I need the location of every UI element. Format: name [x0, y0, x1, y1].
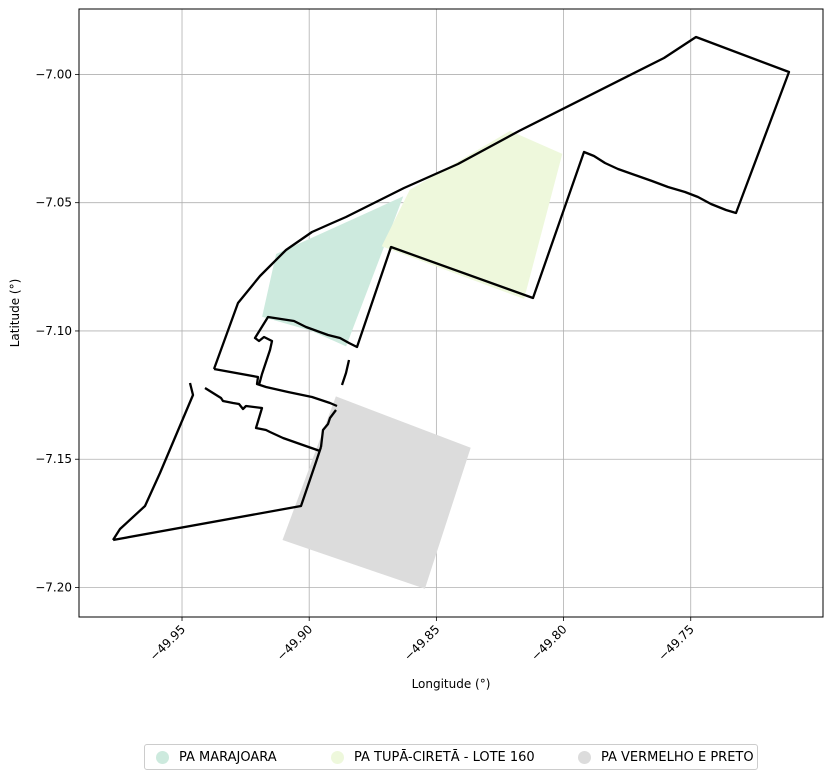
axes-border — [78, 8, 824, 618]
y-tick-label-2: −7.10 — [35, 324, 72, 338]
legend-item-tupa-cireta: PA TUPĀ-CIRETĀ - LOTE 160 — [320, 750, 567, 765]
y-tick-label-3: −7.15 — [35, 452, 72, 466]
y-tick-label-1: −7.05 — [35, 196, 72, 210]
legend-label-vermelho-preto: PA VERMELHO E PRETO — [601, 749, 754, 765]
legend-swatch-tupa-cireta — [331, 750, 344, 764]
boundary-lines — [112, 35, 791, 542]
axes-frame — [78, 8, 824, 618]
legend-swatch-vermelho-preto — [578, 750, 591, 764]
y-axis-ticks: −7.00 −7.05 −7.10 −7.15 −7.20 — [35, 67, 79, 594]
x-tick-label-4: −49.75 — [656, 622, 697, 663]
area-polygon-0 — [262, 196, 404, 347]
boundary-outline — [112, 35, 791, 542]
x-tick-label-0: −49.95 — [147, 622, 188, 663]
legend-item-vermelho-preto: PA VERMELHO E PRETO — [567, 750, 754, 765]
x-tick-label-1: −49.90 — [274, 622, 315, 663]
legend-item-marajoara: PA MARAJOARA — [145, 750, 320, 765]
legend-label-tupa-cireta: PA TUPĀ-CIRETĀ - LOTE 160 — [354, 749, 535, 765]
y-axis-title: Latitude (°) — [8, 279, 22, 348]
area-polygon-1 — [381, 130, 563, 299]
area-polygon-2 — [282, 396, 471, 589]
x-axis-title: Longitude (°) — [412, 677, 491, 691]
y-tick-label-0: −7.00 — [35, 67, 72, 81]
area-polygons — [262, 130, 563, 589]
x-axis-ticks: −49.95 −49.90 −49.85 −49.80 −49.75 — [147, 617, 697, 664]
x-tick-label-2: −49.85 — [401, 622, 442, 663]
map-legend: PA MARAJOARA PA TUPĀ-CIRETĀ - LOTE 160 P… — [144, 744, 758, 770]
x-tick-label-3: −49.80 — [528, 622, 569, 663]
y-tick-label-4: −7.20 — [35, 580, 72, 594]
legend-swatch-marajoara — [156, 750, 169, 764]
legend-label-marajoara: PA MARAJOARA — [179, 749, 277, 765]
